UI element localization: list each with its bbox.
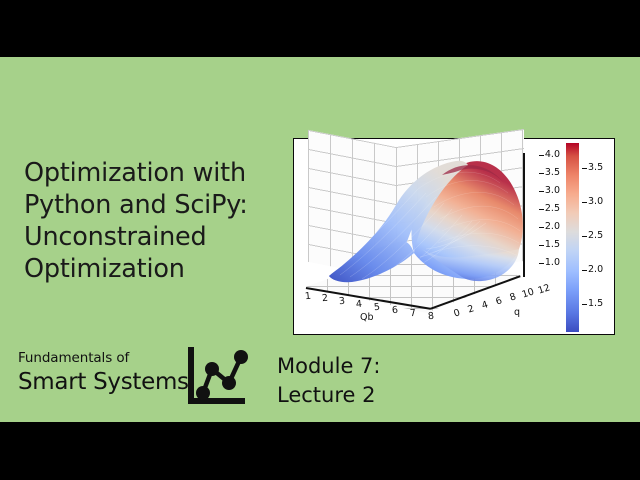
y-axis-label: q [514, 307, 521, 318]
y-tick-6: 12 [536, 282, 552, 297]
x-tick-3: 4 [355, 298, 363, 311]
y-tick-1: 2 [466, 303, 476, 316]
z-tick-1: 1.5 [538, 239, 560, 250]
axes-3d: 1.0 1.5 2.0 2.5 3.0 3.5 4.0 1 2 3 4 [302, 129, 560, 323]
module-block: Module 7: Lecture 2 [277, 352, 380, 410]
x-tick-1: 2 [321, 292, 329, 305]
slide-footer: Fundamentals of Smart Systems Module 7: … [0, 345, 640, 422]
page-title: Optimization with Python and SciPy: Unco… [24, 157, 289, 285]
x-tick-6: 7 [409, 307, 417, 320]
title-line-3: Unconstrained [24, 222, 207, 252]
colorbar-gradient [566, 143, 579, 332]
y-tick-2: 4 [480, 299, 490, 312]
x-tick-5: 6 [391, 304, 399, 317]
y-axis-ticks: 0 2 4 6 8 10 12 q [432, 282, 562, 320]
z-axis-ticks: 1.0 1.5 2.0 2.5 3.0 3.5 4.0 [530, 149, 560, 281]
z-tick-5: 3.5 [538, 167, 560, 178]
brand-line-top: Fundamentals of [18, 350, 130, 366]
colorbar-tick-4: 3.5 [582, 162, 603, 173]
x-tick-4: 5 [373, 301, 381, 314]
colorbar-tick-1: 2.0 [582, 264, 603, 275]
line-chart-logo-icon [188, 347, 248, 404]
brand-block: Fundamentals of Smart Systems [18, 349, 189, 397]
axis-spine-z [523, 153, 525, 277]
x-tick-0: 1 [304, 290, 312, 303]
surface-mesh [329, 160, 523, 283]
module-line-2: Lecture 2 [277, 383, 376, 407]
z-tick-4: 3.0 [538, 185, 560, 196]
z-tick-2: 2.0 [538, 221, 560, 232]
module-line-1: Module 7: [277, 354, 381, 378]
title-line-1: Optimization with [24, 158, 246, 188]
colorbar: 1.5 2.0 2.5 3.0 3.5 [566, 143, 612, 332]
y-tick-5: 10 [520, 286, 536, 301]
title-line-2: Python and SciPy: [24, 190, 248, 220]
y-tick-4: 8 [508, 291, 518, 304]
brand-line-bottom: Smart Systems [18, 369, 189, 395]
colorbar-tick-2: 2.5 [582, 230, 603, 241]
colorbar-tick-0: 1.5 [582, 298, 603, 309]
x-tick-2: 3 [338, 295, 346, 308]
colorbar-ticks: 1.5 2.0 2.5 3.0 3.5 [582, 143, 612, 332]
slide-body: Optimization with Python and SciPy: Unco… [0, 57, 640, 422]
title-line-4: Optimization [24, 254, 185, 284]
colorbar-tick-3: 3.0 [582, 196, 603, 207]
z-tick-3: 2.5 [538, 203, 560, 214]
letterbox-top [0, 0, 640, 57]
x-axis-ticks: 1 2 3 4 5 6 7 8 Qb [302, 289, 452, 323]
z-tick-0: 1.0 [538, 257, 560, 268]
y-tick-3: 6 [494, 295, 504, 308]
y-tick-0: 0 [452, 307, 462, 320]
letterbox-bottom [0, 422, 640, 480]
surface-plot-figure: 1.0 1.5 2.0 2.5 3.0 3.5 4.0 1 2 3 4 [293, 129, 615, 335]
x-axis-label: Qb [360, 312, 374, 323]
z-tick-6: 4.0 [538, 149, 560, 160]
